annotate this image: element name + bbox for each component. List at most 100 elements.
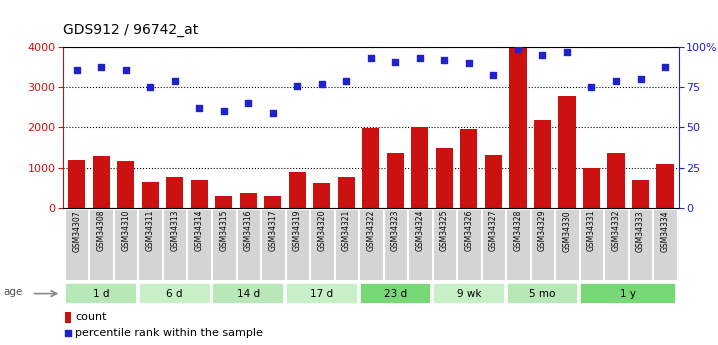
Text: GSM34311: GSM34311 bbox=[146, 210, 154, 251]
Text: GSM34310: GSM34310 bbox=[121, 210, 130, 252]
Point bbox=[635, 77, 646, 82]
FancyBboxPatch shape bbox=[605, 209, 628, 280]
Point bbox=[537, 52, 549, 58]
Point bbox=[316, 81, 327, 87]
FancyBboxPatch shape bbox=[139, 209, 162, 280]
Bar bbox=[117, 160, 134, 208]
Point bbox=[561, 49, 573, 55]
FancyBboxPatch shape bbox=[187, 209, 211, 280]
Bar bbox=[264, 196, 281, 208]
Bar bbox=[68, 159, 85, 208]
FancyBboxPatch shape bbox=[360, 283, 431, 304]
Text: GSM34329: GSM34329 bbox=[538, 210, 547, 252]
FancyBboxPatch shape bbox=[335, 209, 358, 280]
FancyBboxPatch shape bbox=[65, 283, 137, 304]
Text: GSM34321: GSM34321 bbox=[342, 210, 351, 251]
Bar bbox=[313, 183, 330, 208]
Bar bbox=[534, 120, 551, 208]
FancyBboxPatch shape bbox=[653, 209, 677, 280]
FancyBboxPatch shape bbox=[286, 283, 358, 304]
Point bbox=[120, 67, 131, 72]
Point bbox=[463, 61, 475, 66]
Bar bbox=[656, 164, 673, 208]
Text: GSM34322: GSM34322 bbox=[366, 210, 376, 251]
Bar bbox=[509, 47, 526, 208]
Text: GSM34331: GSM34331 bbox=[587, 210, 596, 252]
FancyBboxPatch shape bbox=[236, 209, 260, 280]
Bar bbox=[215, 196, 233, 208]
Bar bbox=[240, 193, 257, 208]
FancyBboxPatch shape bbox=[579, 209, 603, 280]
FancyBboxPatch shape bbox=[580, 283, 676, 304]
Text: GSM34332: GSM34332 bbox=[612, 210, 620, 252]
Bar bbox=[485, 155, 502, 208]
Point bbox=[340, 78, 352, 84]
Text: 1 y: 1 y bbox=[620, 289, 636, 298]
Point bbox=[365, 56, 376, 61]
Bar bbox=[387, 153, 404, 208]
Text: GSM34316: GSM34316 bbox=[244, 210, 253, 252]
Bar bbox=[363, 128, 379, 208]
Text: GSM34315: GSM34315 bbox=[219, 210, 228, 252]
Text: 5 mo: 5 mo bbox=[529, 289, 556, 298]
Text: GSM34326: GSM34326 bbox=[465, 210, 473, 252]
FancyBboxPatch shape bbox=[90, 209, 113, 280]
Point bbox=[95, 64, 107, 69]
Text: 9 wk: 9 wk bbox=[457, 289, 481, 298]
Text: GSM34319: GSM34319 bbox=[293, 210, 302, 252]
Point bbox=[169, 78, 180, 84]
Text: GSM34325: GSM34325 bbox=[440, 210, 449, 252]
Point bbox=[71, 67, 83, 72]
FancyBboxPatch shape bbox=[383, 209, 407, 280]
FancyBboxPatch shape bbox=[457, 209, 480, 280]
Text: GSM34307: GSM34307 bbox=[73, 210, 81, 252]
FancyBboxPatch shape bbox=[408, 209, 432, 280]
Bar bbox=[583, 168, 600, 208]
Text: GSM34327: GSM34327 bbox=[489, 210, 498, 252]
FancyBboxPatch shape bbox=[261, 209, 284, 280]
Text: 1 d: 1 d bbox=[93, 289, 109, 298]
Text: 17 d: 17 d bbox=[310, 289, 333, 298]
Text: 6 d: 6 d bbox=[167, 289, 183, 298]
Bar bbox=[559, 96, 576, 208]
Bar bbox=[607, 153, 625, 208]
Point bbox=[144, 85, 156, 90]
Point bbox=[193, 106, 205, 111]
Text: percentile rank within the sample: percentile rank within the sample bbox=[75, 328, 263, 338]
Text: count: count bbox=[75, 312, 106, 322]
Bar bbox=[166, 177, 183, 208]
Bar bbox=[289, 172, 306, 208]
Point bbox=[659, 64, 671, 69]
Bar bbox=[141, 182, 159, 208]
FancyBboxPatch shape bbox=[139, 283, 210, 304]
Point bbox=[292, 83, 303, 89]
FancyBboxPatch shape bbox=[213, 283, 284, 304]
Text: GSM34324: GSM34324 bbox=[416, 210, 424, 252]
Point bbox=[218, 109, 230, 114]
Point bbox=[610, 78, 622, 84]
Point bbox=[488, 72, 499, 77]
FancyBboxPatch shape bbox=[163, 209, 187, 280]
Bar bbox=[65, 312, 72, 323]
Text: GSM34314: GSM34314 bbox=[195, 210, 204, 252]
Bar bbox=[191, 180, 208, 208]
Text: GSM34328: GSM34328 bbox=[513, 210, 523, 251]
Bar bbox=[632, 180, 649, 208]
Bar bbox=[337, 177, 355, 208]
FancyBboxPatch shape bbox=[555, 209, 579, 280]
FancyBboxPatch shape bbox=[114, 209, 137, 280]
FancyBboxPatch shape bbox=[310, 209, 334, 280]
Point bbox=[267, 110, 279, 116]
Text: 23 d: 23 d bbox=[384, 289, 407, 298]
Bar bbox=[460, 129, 477, 208]
FancyBboxPatch shape bbox=[433, 283, 505, 304]
FancyBboxPatch shape bbox=[506, 209, 530, 280]
Text: GSM34320: GSM34320 bbox=[317, 210, 326, 252]
Text: GSM34308: GSM34308 bbox=[97, 210, 106, 252]
Bar bbox=[93, 156, 110, 208]
Text: GDS912 / 96742_at: GDS912 / 96742_at bbox=[63, 23, 198, 37]
Text: age: age bbox=[3, 287, 22, 297]
Bar bbox=[411, 127, 429, 208]
FancyBboxPatch shape bbox=[531, 209, 554, 280]
Point bbox=[512, 46, 523, 52]
